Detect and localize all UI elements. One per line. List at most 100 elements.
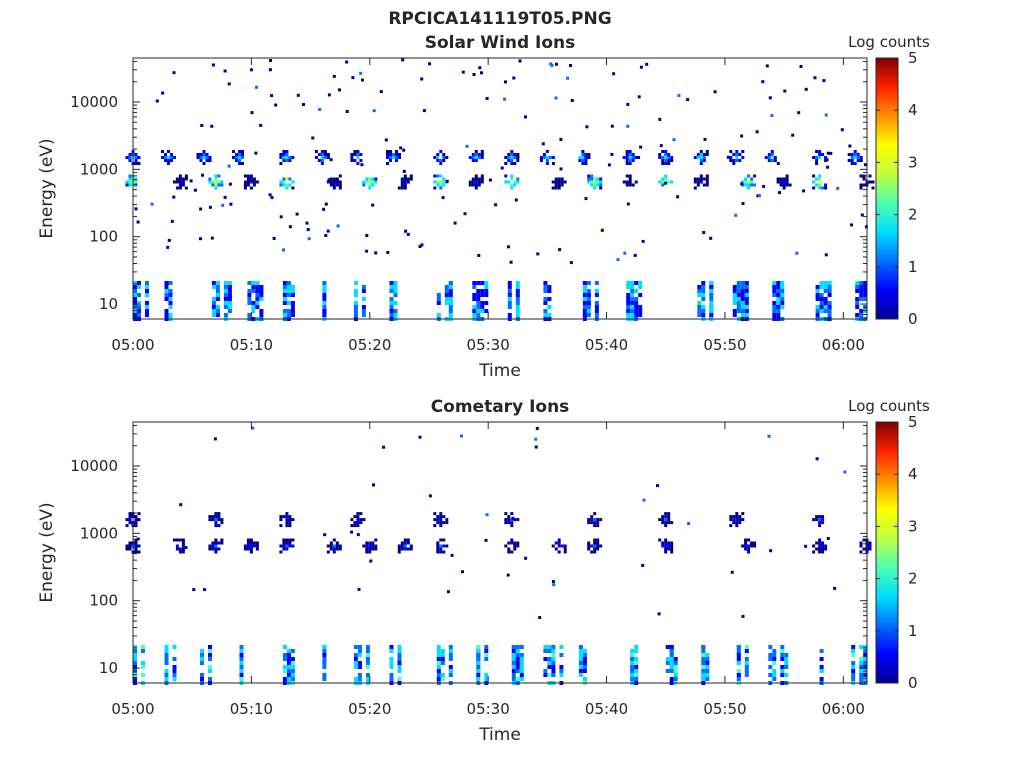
heatmap-cell: [664, 521, 668, 525]
heatmap-cell: [288, 524, 292, 528]
heatmap-cell: [433, 186, 437, 190]
heatmap-cell: [626, 293, 631, 297]
heatmap-cell: [128, 515, 132, 519]
heatmap-cell: [599, 544, 603, 548]
heatmap-cell: [125, 544, 129, 548]
heatmap-cell: [360, 163, 364, 167]
heatmap-cell: [436, 645, 441, 649]
heatmap-cell: [507, 521, 511, 525]
heatmap-cell: [374, 177, 378, 181]
panel-title: Cometary Ions: [431, 397, 570, 417]
heatmap-cell: [445, 544, 449, 548]
heatmap-cell: [141, 661, 145, 665]
heatmap-cell: [639, 145, 643, 149]
colorbar-label: Log counts: [848, 33, 930, 51]
heatmap-cell: [582, 649, 587, 653]
heatmap-cell: [241, 150, 244, 153]
heatmap-cell: [815, 162, 819, 165]
heatmap-cell: [701, 673, 706, 677]
heatmap-cell: [819, 293, 824, 297]
heatmap-cell: [476, 313, 481, 317]
heatmap-cell: [744, 285, 749, 289]
heatmap-cell: [563, 544, 567, 548]
heatmap-cell: [862, 177, 866, 181]
heatmap-cell: [738, 159, 742, 162]
heatmap-cell: [286, 285, 291, 289]
heatmap-cell: [765, 64, 769, 68]
heatmap-cell: [768, 673, 773, 677]
heatmap-cell: [323, 153, 327, 156]
heatmap-cell: [543, 649, 548, 653]
heatmap-cell: [661, 544, 665, 548]
heatmap-cell: [238, 162, 241, 165]
heatmap-cell: [436, 153, 440, 156]
heatmap-cell: [480, 153, 484, 156]
heatmap-cell: [442, 180, 446, 184]
heatmap-cell: [769, 549, 773, 553]
heatmap-cell: [554, 547, 558, 551]
heatmap-cell: [208, 156, 212, 159]
heatmap-cell: [507, 297, 512, 301]
heatmap-cell: [705, 180, 709, 184]
heatmap-cell: [448, 653, 453, 657]
heatmap-cell: [534, 445, 538, 449]
heatmap-cell: [504, 80, 507, 84]
heatmap-cell: [593, 544, 597, 548]
heatmap-cell: [220, 541, 224, 545]
heatmap-cell: [536, 252, 540, 256]
heatmap-cell: [815, 313, 820, 317]
heatmap-cell: [705, 657, 710, 661]
heatmap-cell: [336, 180, 340, 184]
heatmap-cell: [164, 153, 167, 156]
heatmap-cell: [587, 153, 591, 156]
heatmap-cell: [172, 195, 176, 199]
heatmap-cell: [821, 515, 825, 519]
heatmap-cell: [696, 177, 700, 181]
heatmap-cell: [634, 289, 639, 293]
heatmap-cell: [282, 156, 286, 159]
heatmap-cell: [214, 524, 218, 528]
heatmap-cell: [819, 309, 824, 313]
heatmap-cell: [164, 673, 169, 677]
heatmap-cell: [626, 301, 631, 305]
heatmap-cell: [371, 544, 375, 548]
heatmap-cell: [285, 541, 289, 545]
heatmap-cell: [795, 251, 799, 255]
heatmap-cell: [474, 156, 478, 159]
heatmap-cell: [582, 669, 587, 673]
heatmap-cell: [584, 159, 588, 162]
heatmap-cell: [515, 661, 520, 665]
heatmap-cell: [799, 65, 803, 68]
heatmap-cell: [772, 661, 777, 665]
heatmap-cell: [767, 159, 771, 162]
heatmap-cell: [398, 156, 401, 159]
heatmap-cell: [778, 191, 781, 195]
heatmap-cell: [626, 202, 630, 206]
heatmap-cell: [779, 183, 783, 187]
heatmap-cell: [368, 180, 372, 184]
heatmap-cell: [538, 616, 542, 619]
heatmap-cell: [855, 305, 860, 309]
heatmap-cell: [227, 297, 232, 301]
heatmap-cell: [286, 665, 291, 669]
heatmap-cell: [539, 156, 543, 159]
heatmap-cell: [812, 544, 816, 548]
heatmap-cell: [510, 512, 514, 516]
heatmap-cell: [133, 313, 137, 317]
heatmap-cell: [747, 544, 751, 548]
heatmap-cell: [291, 544, 295, 548]
heatmap-cell: [669, 657, 674, 661]
heatmap-cell: [282, 153, 286, 156]
heatmap-cell: [802, 189, 806, 193]
heatmap-cell: [444, 293, 449, 297]
heatmap-cell: [484, 281, 489, 285]
heatmap-cell: [578, 159, 582, 162]
heatmap-cell: [286, 669, 291, 673]
heatmap-cell: [736, 301, 741, 305]
heatmap-cell: [507, 281, 512, 285]
heatmap-cell: [175, 538, 179, 542]
heatmap-cell: [747, 186, 751, 190]
heatmap-cell: [818, 550, 822, 554]
heatmap-cell: [551, 673, 556, 677]
heatmap-cell: [511, 665, 516, 669]
